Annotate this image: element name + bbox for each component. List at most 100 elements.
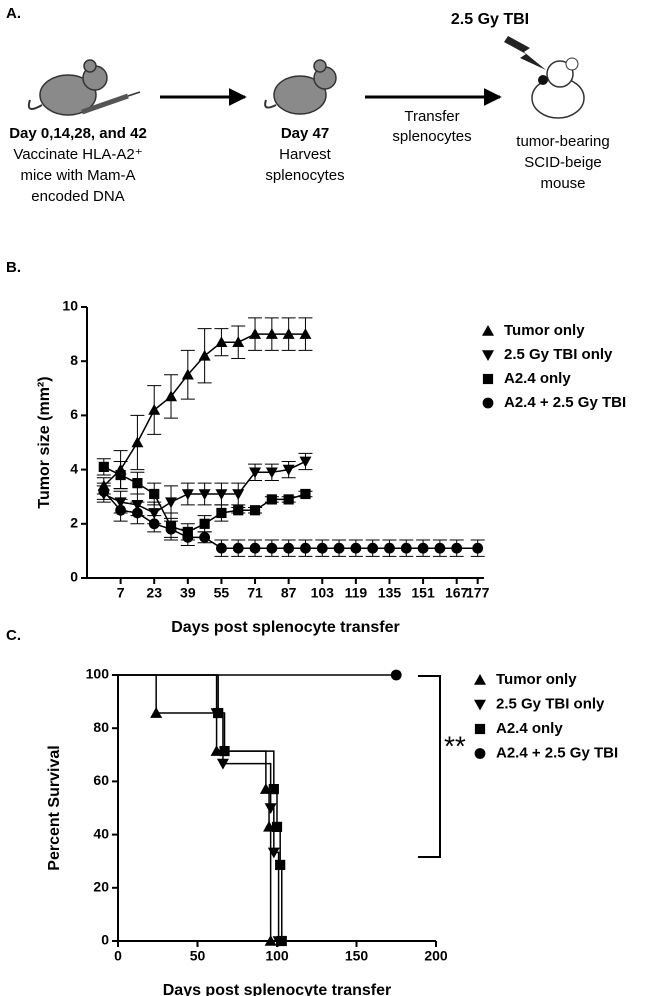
step-text: mice with Mam-A [20, 167, 135, 184]
marker [150, 707, 163, 718]
x-tick-label: 103 [311, 585, 335, 601]
legend-label: A2.4 only [504, 370, 571, 387]
marker [367, 542, 379, 554]
marker [181, 489, 194, 500]
marker [333, 542, 345, 554]
marker [182, 531, 194, 543]
step-text: SCID-beige [524, 154, 602, 171]
marker [232, 489, 245, 500]
x-tick-label: 39 [180, 585, 196, 601]
mouse-icon [264, 59, 337, 115]
marker [165, 523, 177, 535]
y-axis-title: Tumor size (mm²) [36, 376, 53, 508]
marker [350, 542, 362, 554]
x-axis-title: Days post splenocyte transfer [171, 619, 400, 636]
x-tick-label: 55 [214, 585, 230, 601]
marker [264, 803, 277, 814]
y-axis-title: Percent Survival [46, 745, 63, 870]
legend-marker [482, 325, 494, 336]
legend-marker [474, 748, 486, 759]
x-tick-label: 87 [281, 585, 297, 601]
y-tick-label: 0 [70, 569, 78, 585]
x-tick-label: 7 [117, 585, 125, 601]
x-tick-label: 177 [466, 585, 490, 601]
x-tick-label: 151 [411, 585, 435, 601]
x-axis-title: Days post splenocyte transfer [163, 982, 392, 996]
legend-marker [482, 373, 494, 385]
y-tick-label: 4 [70, 460, 78, 476]
y-tick-label: 6 [70, 406, 78, 422]
survival-step [269, 826, 272, 941]
marker [384, 542, 395, 554]
marker [132, 507, 143, 519]
significance-bracket [418, 675, 441, 858]
legend-label: A2.4 only [496, 720, 563, 737]
marker [149, 488, 160, 500]
lightning-icon [504, 36, 546, 70]
marker [265, 467, 278, 479]
y-tick-label: 100 [86, 666, 110, 682]
survival-step [224, 750, 275, 790]
marker [215, 489, 228, 500]
marker [417, 542, 429, 554]
survival-step [118, 674, 219, 714]
x-tick-label: 50 [190, 948, 206, 964]
marker [390, 669, 402, 681]
marker [264, 935, 277, 946]
step-title: Day 47 [281, 125, 329, 142]
legend-marker [474, 699, 486, 711]
survival-step [280, 864, 283, 941]
annotation: ** [444, 730, 466, 761]
panel-label: B. [6, 259, 21, 276]
marker [282, 328, 295, 339]
step-text: splenocytes [265, 167, 344, 184]
marker [199, 531, 211, 543]
survival-step [118, 674, 157, 714]
marker [132, 478, 143, 489]
legend-label: 2.5 Gy TBI only [504, 346, 613, 363]
x-tick-label: 167 [445, 585, 469, 601]
marker [165, 390, 178, 402]
legend-label: A2.4 + 2.5 Gy TBI [496, 744, 618, 761]
survival-step [222, 762, 272, 808]
y-tick-label: 20 [93, 879, 109, 895]
x-tick-label: 71 [247, 585, 263, 601]
marker [198, 349, 211, 361]
mouse-icon [27, 59, 141, 116]
marker [276, 935, 287, 947]
marker [282, 464, 295, 476]
y-tick-label: 10 [62, 298, 78, 314]
marker [181, 368, 194, 380]
marker [451, 542, 463, 554]
marker [148, 403, 161, 415]
marker [219, 745, 230, 757]
marker [216, 507, 227, 519]
marker [216, 758, 229, 770]
marker [213, 707, 224, 719]
legend-label: Tumor only [504, 322, 585, 339]
marker [299, 328, 312, 339]
marker [266, 542, 278, 554]
y-tick-label: 8 [70, 352, 78, 368]
y-tick-label: 0 [101, 932, 109, 948]
marker [249, 505, 261, 516]
x-tick-label: 200 [424, 948, 448, 964]
legend-label: Tumor only [496, 671, 577, 688]
marker [249, 328, 262, 339]
marker [266, 494, 277, 505]
x-tick-label: 23 [146, 585, 162, 601]
marker [300, 542, 311, 554]
legend-label: A2.4 + 2.5 Gy TBI [504, 394, 626, 411]
marker [216, 542, 227, 554]
y-tick-label: 80 [93, 719, 109, 735]
step-text: Vaccinate HLA-A2⁺ [13, 146, 142, 163]
mouse-icon [531, 57, 585, 119]
marker [316, 542, 328, 554]
marker [232, 336, 245, 348]
marker [275, 859, 286, 871]
marker [268, 784, 279, 795]
step-text: tumor-bearing [516, 133, 609, 150]
marker [233, 505, 244, 516]
x-tick-label: 100 [265, 948, 289, 964]
